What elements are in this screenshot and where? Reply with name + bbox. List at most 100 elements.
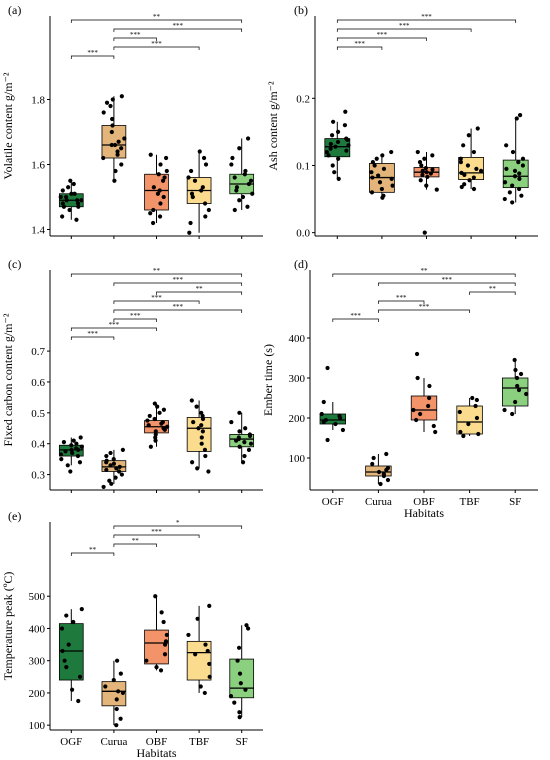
data-point: [153, 594, 158, 599]
data-point: [61, 440, 67, 445]
data-point: [112, 178, 117, 183]
y-axis-label: Ash content g/m⁻²: [266, 81, 280, 171]
data-point: [415, 149, 420, 155]
data-point: [161, 426, 166, 431]
y-axis-label: Ember time (s): [261, 344, 275, 416]
data-point: [344, 148, 349, 153]
data-point: [114, 466, 119, 471]
data-point: [370, 461, 375, 467]
data-point: [335, 139, 341, 145]
box-ogf: [319, 413, 346, 425]
data-point: [200, 416, 206, 422]
data-point: [114, 723, 119, 728]
data-point: [120, 690, 126, 696]
data-point: [151, 185, 156, 190]
significance-bracket: [469, 291, 516, 295]
data-point: [515, 383, 520, 389]
data-point: [116, 689, 121, 694]
data-point: [202, 201, 208, 206]
data-point: [110, 97, 115, 102]
data-point: [58, 452, 64, 457]
data-point: [232, 175, 237, 180]
x-tick-label: OGF: [322, 496, 344, 508]
significance-label: **: [489, 285, 497, 293]
data-point: [328, 141, 333, 147]
data-point: [163, 155, 169, 161]
data-point: [158, 201, 163, 206]
significance-bracket: [332, 318, 379, 322]
box-obf: [144, 629, 169, 665]
y-axis-label: Fixed carbon content g/m⁻²: [1, 313, 15, 446]
data-point: [153, 438, 158, 443]
box-sf: [229, 658, 255, 699]
data-point: [115, 149, 120, 154]
data-point: [458, 429, 463, 435]
data-point: [164, 168, 169, 174]
data-point: [71, 181, 76, 187]
data-point: [381, 166, 387, 171]
data-point: [70, 687, 75, 692]
data-point: [514, 116, 519, 121]
data-point: [75, 198, 80, 203]
data-point: [502, 407, 507, 413]
data-point: [514, 375, 520, 381]
y-tick-label: 0.1: [296, 160, 310, 172]
data-point: [369, 190, 375, 195]
data-point: [237, 715, 242, 720]
data-point: [188, 220, 193, 226]
data-point: [79, 444, 84, 449]
data-point: [161, 194, 166, 200]
data-point: [325, 437, 330, 443]
data-point: [462, 182, 467, 187]
data-point: [419, 163, 424, 168]
data-point: [458, 156, 463, 161]
data-point: [76, 698, 81, 704]
data-point: [119, 94, 124, 99]
data-point: [64, 198, 69, 203]
data-point: [104, 453, 109, 459]
data-point: [237, 410, 242, 415]
significance-bracket: [113, 534, 200, 538]
data-point: [237, 429, 242, 434]
data-point: [113, 475, 118, 480]
data-point: [336, 176, 341, 182]
data-point: [519, 193, 524, 198]
data-point: [417, 160, 423, 165]
panel-label: (e): [8, 509, 21, 523]
data-point: [476, 431, 481, 437]
data-point: [203, 162, 209, 167]
data-point: [110, 116, 115, 122]
data-point: [155, 404, 160, 409]
data-point: [146, 423, 151, 428]
data-point: [369, 170, 374, 175]
significance-label: ***: [151, 294, 162, 302]
data-point: [424, 183, 429, 188]
data-point: [333, 421, 338, 427]
data-point: [414, 351, 420, 357]
data-point: [326, 153, 331, 158]
data-point: [66, 642, 71, 647]
data-point: [104, 467, 109, 473]
data-point: [461, 433, 466, 439]
data-point: [207, 674, 212, 679]
y-tick-label: 300: [289, 373, 306, 385]
data-point: [230, 155, 235, 161]
data-point: [108, 103, 113, 109]
y-tick-label: 0.3: [31, 470, 45, 482]
data-point: [158, 162, 163, 167]
significance-label: ***: [130, 312, 141, 320]
data-point: [512, 168, 518, 173]
significance-bracket: [336, 28, 472, 32]
data-point: [79, 198, 84, 203]
data-point: [245, 136, 251, 141]
significance-bracket: [70, 55, 115, 59]
data-point: [148, 211, 153, 216]
data-point: [115, 152, 120, 157]
significance-bracket: [336, 46, 383, 50]
data-point: [518, 371, 524, 377]
significance-bracket: [70, 552, 115, 556]
data-point: [77, 460, 83, 465]
data-point: [120, 447, 125, 452]
data-point: [109, 129, 114, 135]
data-point: [190, 194, 195, 200]
